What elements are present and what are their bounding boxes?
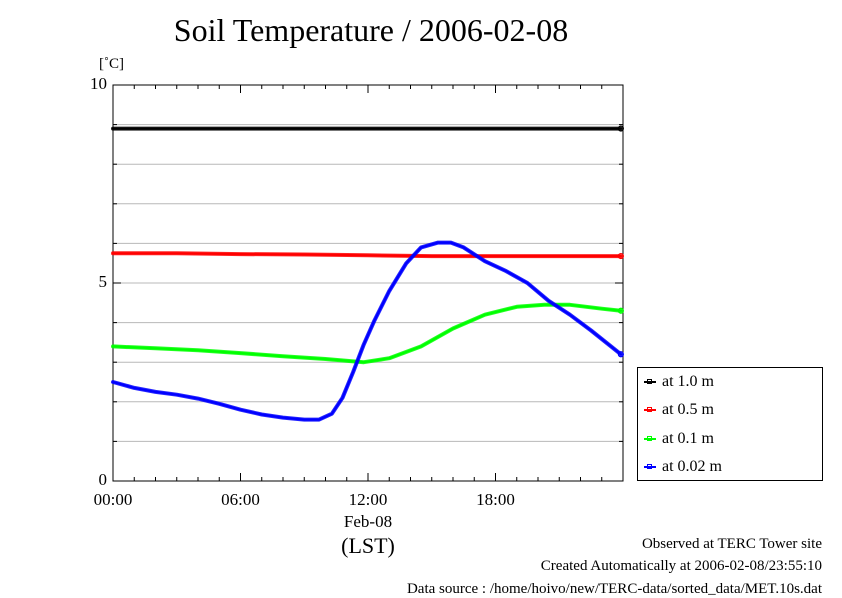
legend-swatch-05m (644, 407, 656, 412)
footer-created: Created Automatically at 2006-02-08/23:5… (540, 558, 822, 574)
series-05m (111, 252, 623, 258)
legend-item-01m: at 0.1 m (644, 429, 714, 449)
y-tick-label-5: 5 (98, 272, 108, 291)
x-tick-label-06: 06:00 (221, 490, 260, 509)
series-002m-halo (111, 240, 623, 422)
series-002m (111, 241, 623, 421)
legend-label-002m: at 0.02 m (662, 458, 722, 475)
y-tick-label-10: 10 (90, 74, 107, 93)
footer-source: Data source : /home/hoivo/new/TERC-data/… (406, 581, 822, 597)
series-05m-end-marker (617, 252, 624, 260)
footer-site: Observed at TERC Tower site (641, 536, 822, 552)
legend-swatch-1m (644, 379, 656, 384)
series-1m-end-marker (617, 125, 624, 132)
x-axis-timezone: (LST) (341, 533, 395, 558)
x-tick-label-12: 12:00 (348, 490, 388, 509)
y-tick-label-0: 0 (98, 470, 108, 489)
x-tick-label-18: 18:00 (476, 490, 515, 509)
series-01m-end-marker (617, 307, 624, 314)
legend-label-05m: at 0.5 m (662, 401, 714, 418)
legend-swatch-002m (644, 464, 656, 469)
x-axis-date: Feb-08 (343, 512, 393, 531)
legend-item-1m: at 1.0 m (644, 372, 714, 392)
legend-swatch-01m (644, 436, 656, 441)
legend-label-01m: at 0.1 m (662, 430, 714, 447)
chart-title: Soil Temperature / 2006-02-08 (173, 12, 569, 48)
legend-item-05m: at 0.5 m (644, 400, 714, 420)
legend: at 1.0 m at 0.5 m at 0.1 m at 0.02 m (637, 367, 823, 481)
x-tick-label-00: 00:00 (93, 490, 133, 509)
series-002m-end-marker (617, 351, 624, 358)
legend-label-1m: at 1.0 m (662, 373, 714, 390)
legend-item-002m: at 0.02 m (644, 457, 722, 477)
y-axis-unit: [˚C] (99, 56, 124, 72)
